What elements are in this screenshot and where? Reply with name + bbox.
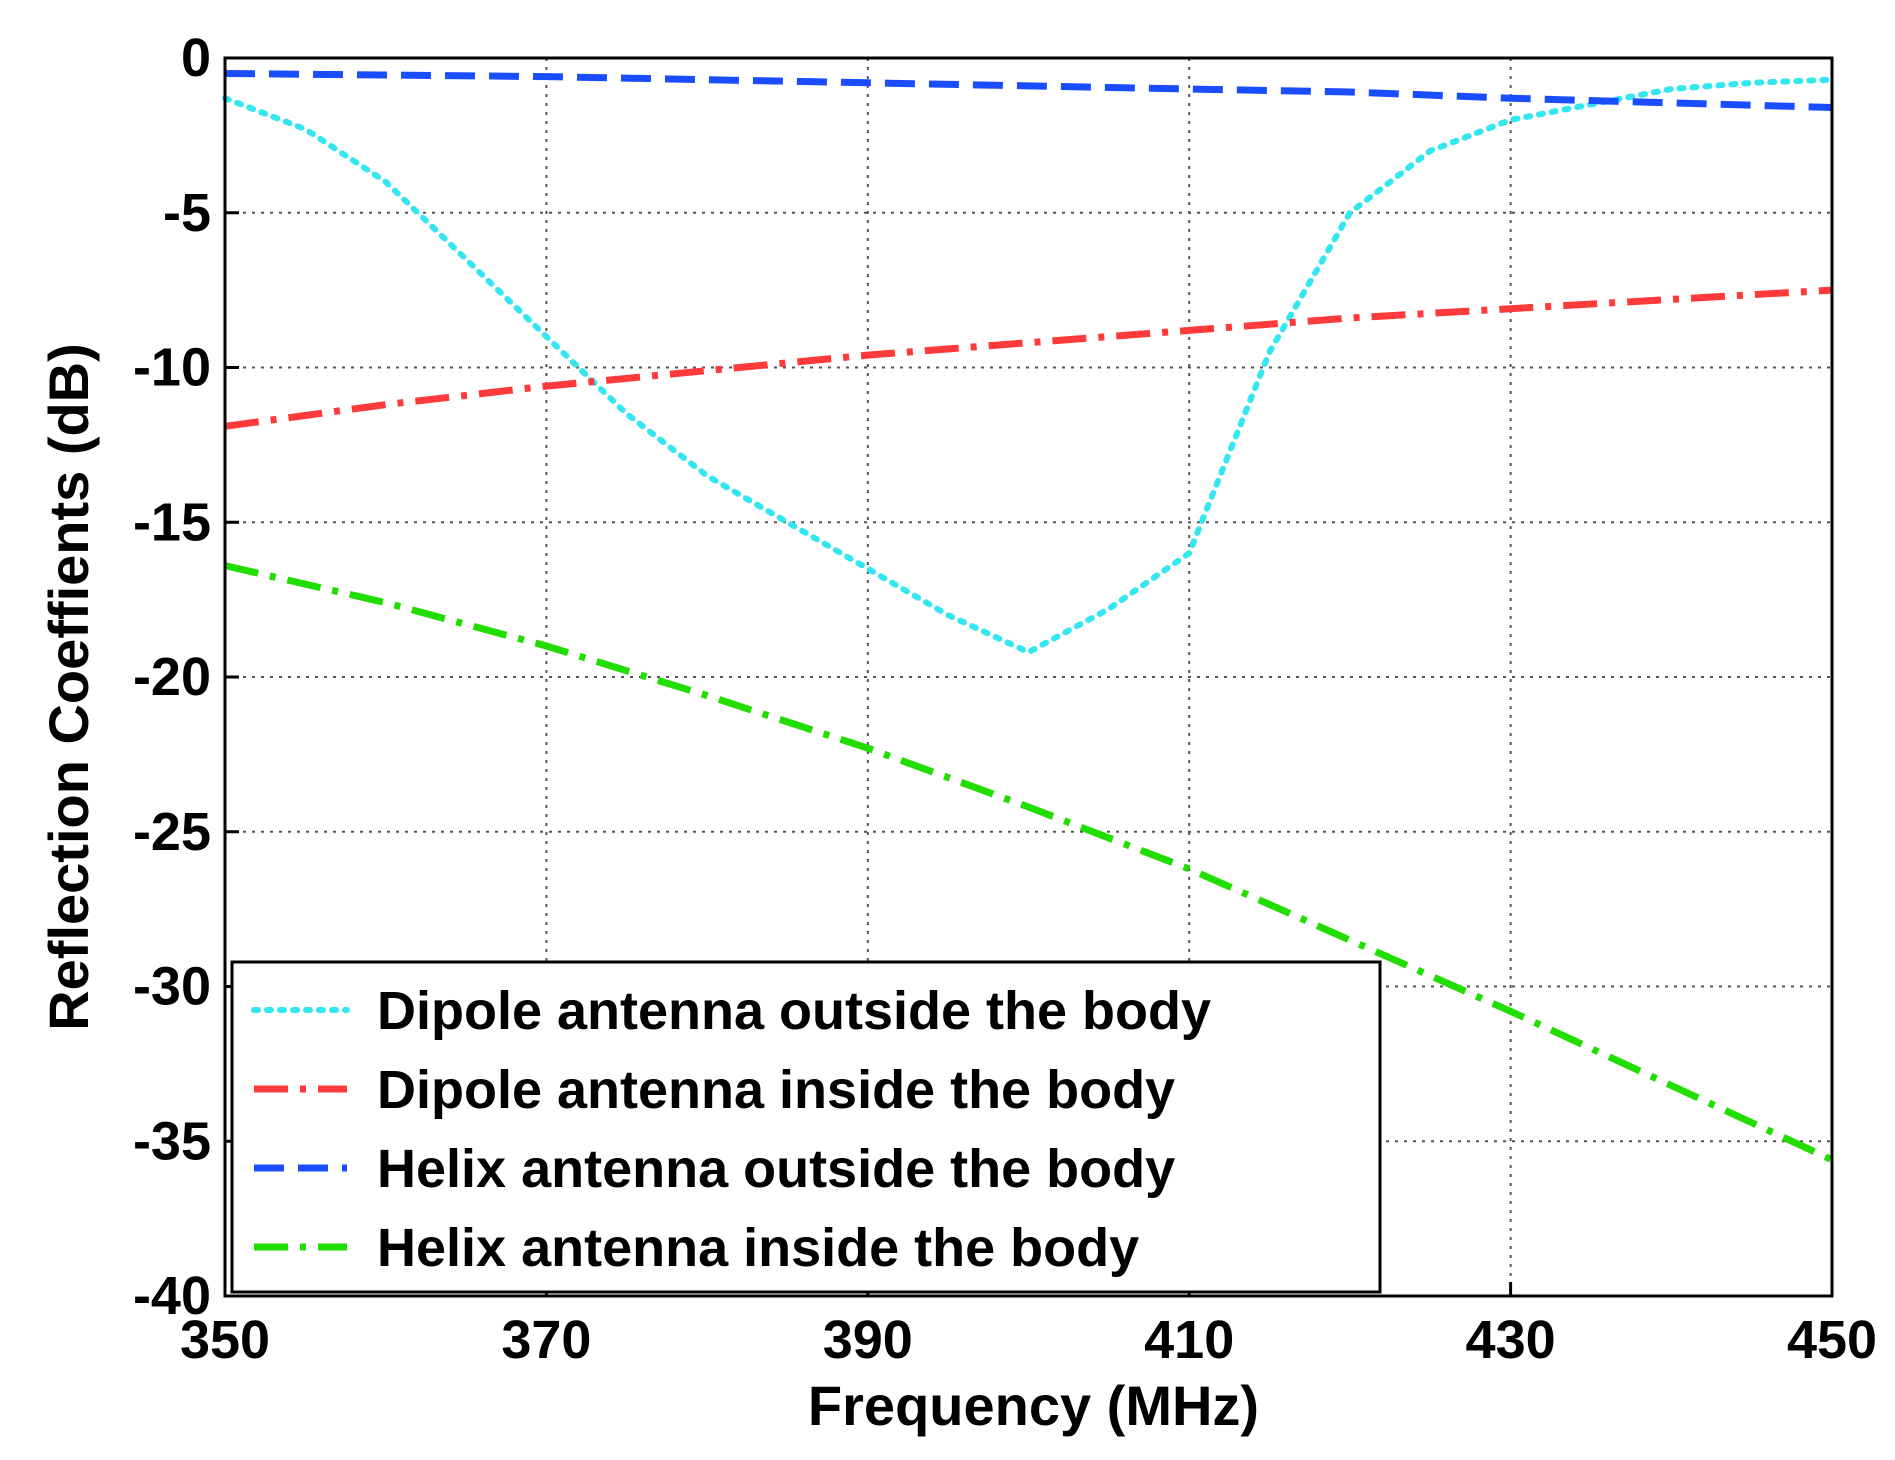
y-axis-title: Reflection Coeffients (dB) [37,343,100,1031]
y-tick-label: -35 [133,1111,211,1171]
axis-ticks: 350 370 390 410 430 450 0 -5 -10 -15 -20 -25 -30 -35 -… [133,28,1877,1370]
x-tick-label: 350 [180,1310,270,1370]
series-line-2 [224,286,1833,430]
x-tick-label: 390 [823,1310,913,1370]
legend-label-2: Dipole antenna inside the body [377,1060,1175,1120]
series-line-1 [222,76,1835,656]
legend-label-4: Helix antenna inside the body [377,1218,1139,1278]
x-tick-label: 430 [1466,1310,1556,1370]
y-tick-label: 0 [181,28,211,88]
series-line-4 [224,562,1834,1163]
legend-label-1: Dipole antenna outside the body [377,981,1211,1041]
y-tick-label: -30 [133,957,211,1017]
y-tick-label: -20 [133,647,211,707]
y-tick-label: -15 [133,492,211,552]
x-tick-label: 410 [1144,1310,1234,1370]
y-tick-label: -10 [133,338,211,398]
legend-label-3: Helix antenna outside the body [377,1139,1175,1199]
legend-box [230,960,1382,1294]
x-tick-label: 370 [501,1310,591,1370]
series-lines [222,70,1835,1163]
series-line-3 [224,70,1833,111]
x-tick-label: 450 [1787,1310,1877,1370]
y-tick-label: -5 [163,183,211,243]
y-tick-label: -40 [133,1266,211,1326]
legend: Dipole antenna outside the body Dipole an… [230,960,1382,1294]
x-axis-title: Frequency (MHz) [808,1374,1259,1437]
y-tick-label: -25 [133,802,211,862]
